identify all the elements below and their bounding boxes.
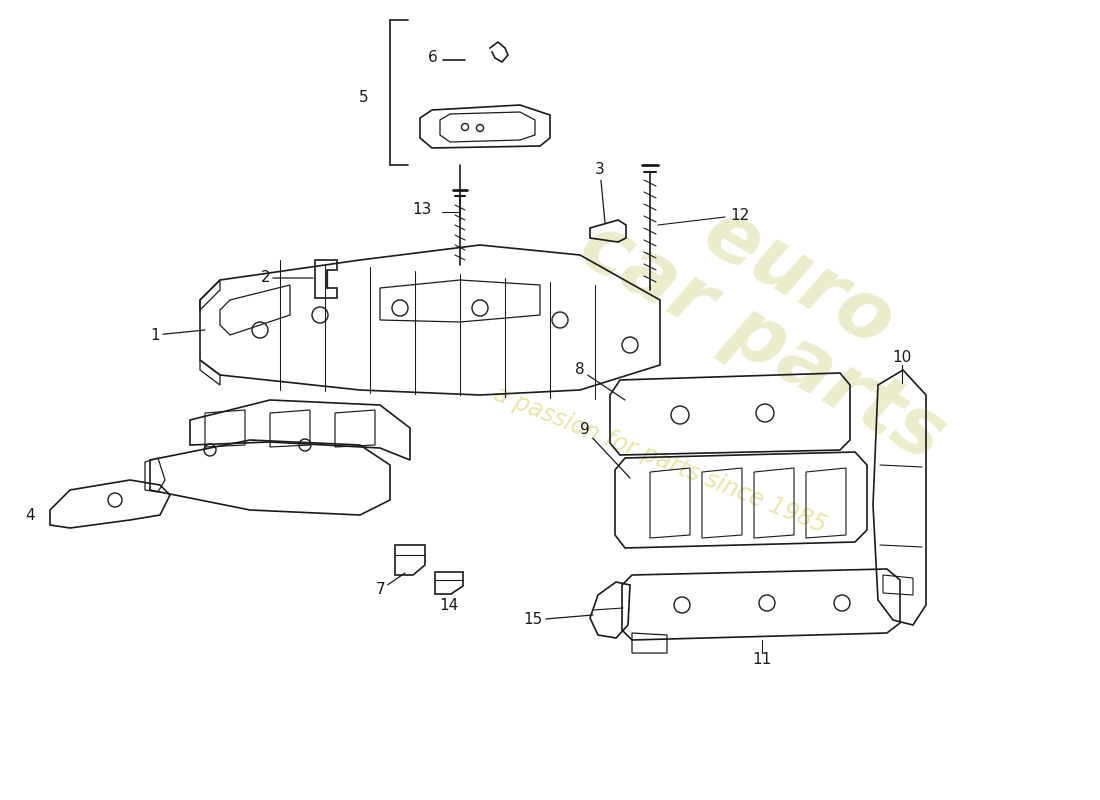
Text: 6: 6	[428, 50, 438, 66]
Text: a passion for parts since 1985: a passion for parts since 1985	[491, 382, 829, 538]
Text: 14: 14	[439, 598, 459, 614]
Text: 5: 5	[359, 90, 369, 106]
Text: 3: 3	[595, 162, 605, 223]
Text: 2: 2	[261, 270, 314, 286]
Text: 7: 7	[375, 573, 405, 598]
Text: 9: 9	[581, 422, 630, 478]
Text: 10: 10	[892, 350, 912, 365]
Text: 13: 13	[412, 202, 432, 218]
Text: 4: 4	[25, 507, 35, 522]
Text: 1: 1	[151, 327, 205, 342]
Text: 12: 12	[730, 207, 749, 222]
Text: 8: 8	[575, 362, 625, 400]
Text: 15: 15	[524, 613, 593, 627]
Text: 11: 11	[752, 653, 771, 667]
Text: euro
car parts: euro car parts	[565, 143, 994, 477]
